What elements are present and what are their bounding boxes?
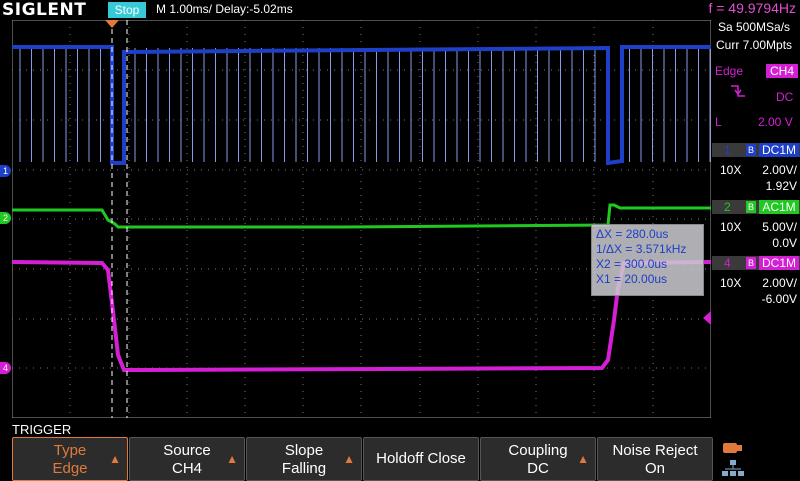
arrow-up-icon: ▲ (109, 452, 121, 466)
ch2-offset: 0.0V (772, 236, 797, 250)
arrow-up-icon: ▲ (226, 452, 238, 466)
trigger-level-label: L (715, 115, 722, 129)
waveform-display (12, 20, 711, 418)
ch2-ground-marker[interactable]: 2 (0, 212, 11, 224)
ch2-header: 2 B AC1M (712, 200, 800, 214)
ch2-probe: 10X (720, 220, 742, 234)
run-state-badge[interactable]: Stop (108, 2, 146, 18)
softkey-noise-reject-label: Noise Reject (612, 442, 698, 459)
sample-rate: Sa 500MSa/s (718, 20, 791, 34)
top-status-bar: SIGLENT Stop M 1.00ms/ Delay:-5.02ms f =… (0, 0, 800, 20)
softkey-source-value: CH4 (171, 460, 202, 477)
cursor-measurement-box: ΔX = 280.0us 1/ΔX = 3.571kHz X2 = 300.0u… (591, 224, 704, 296)
ch4-info[interactable]: 4 B DC1M 10X 2.00V/ -6.00V (712, 256, 800, 306)
softkey-holdoff-label: Holdoff Close (376, 450, 466, 467)
softkey-holdoff[interactable]: Holdoff Close (363, 437, 479, 481)
right-info-panel: Sa 500MSa/s Curr 7.00Mpts Edge CH4 DC L … (712, 20, 800, 418)
trigger-info-block[interactable]: Edge CH4 DC L 2.00 V (712, 60, 800, 134)
brand-logo: SIGLENT (2, 0, 87, 20)
trigger-level-marker[interactable] (703, 311, 711, 325)
status-icons (718, 437, 748, 479)
softkey-noise-reject-value: On (644, 460, 665, 477)
ch2-info[interactable]: 2 B AC1M 10X 5.00V/ 0.0V (712, 200, 800, 250)
softkey-slope-label: Slope (284, 442, 324, 459)
trigger-source: CH4 (766, 64, 798, 78)
softkey-slope-value: Falling (281, 460, 327, 477)
ch4-offset: -6.00V (761, 292, 797, 306)
trigger-position-marker[interactable] (105, 20, 119, 28)
ch2-coupling: AC1M (759, 200, 799, 214)
timebase-readout: M 1.00ms/ Delay:-5.02ms (156, 2, 293, 16)
ch1-info[interactable]: 1 B DC1M 10X 2.00V/ 1.92V (712, 143, 800, 193)
usb-storage-icon (723, 443, 742, 453)
ch4-scale: 2.00V/ (762, 276, 797, 290)
cursor-x1-value: X1 = 20.00us (596, 272, 668, 286)
frequency-readout: f = 49.9794Hz (708, 0, 796, 16)
ch4-bandwidth-limit-icon: B (746, 257, 756, 269)
softkey-type-label: Type (53, 442, 87, 459)
trigger-coupling: DC (776, 90, 794, 104)
ch4-header: 4 B DC1M (712, 256, 800, 270)
softkey-source[interactable]: Source CH4 ▲ (129, 437, 245, 481)
softkey-source-label: Source (163, 442, 211, 459)
softkey-type-value: Edge (52, 460, 88, 477)
menu-title: TRIGGER (12, 422, 72, 437)
softkey-bar: Type Edge ▲ Source CH4 ▲ Slope Falling ▲… (12, 437, 800, 481)
cursor-x2-value: X2 = 300.0us (596, 257, 668, 271)
arrow-up-icon: ▲ (577, 452, 589, 466)
softkey-coupling-value: DC (527, 460, 549, 477)
ch4-number: 4 (724, 256, 731, 270)
ch4-probe: 10X (720, 276, 742, 290)
softkey-type[interactable]: Type Edge ▲ (12, 437, 128, 481)
ch1-scale: 2.00V/ (762, 163, 797, 177)
ch1-offset: 1.92V (765, 179, 797, 193)
ch2-number: 2 (724, 200, 731, 214)
cursor-inverse-delta-x: 1/ΔX = 3.571kHz (596, 242, 687, 256)
ch1-ground-marker[interactable]: 1 (0, 165, 11, 177)
ch1-coupling: DC1M (759, 143, 799, 157)
ch1-number: 1 (724, 143, 731, 157)
ch1-bandwidth-limit-icon: B (746, 144, 756, 156)
ch1-header: 1 B DC1M (712, 143, 800, 157)
softkey-coupling[interactable]: Coupling DC ▲ (480, 437, 596, 481)
softkey-coupling-label: Coupling (508, 442, 568, 459)
ch1-probe: 10X (720, 163, 742, 177)
cursor-delta-x: ΔX = 280.0us (596, 227, 669, 241)
ch4-ground-marker[interactable]: 4 (0, 362, 11, 374)
ch2-bandwidth-limit-icon: B (746, 201, 756, 213)
softkey-slope[interactable]: Slope Falling ▲ (246, 437, 362, 481)
ch4-coupling: DC1M (759, 256, 799, 270)
trigger-level: 2.00 V (758, 115, 793, 129)
ch2-scale: 5.00V/ (762, 220, 797, 234)
ch2-trace (12, 203, 711, 229)
falling-edge-icon (731, 85, 745, 97)
arrow-up-icon: ▲ (343, 452, 355, 466)
softkey-noise-reject[interactable]: Noise Reject On (597, 437, 713, 481)
memory-depth: Curr 7.00Mpts (716, 38, 793, 52)
trigger-type: Edge (715, 64, 744, 78)
network-icon (722, 460, 744, 476)
